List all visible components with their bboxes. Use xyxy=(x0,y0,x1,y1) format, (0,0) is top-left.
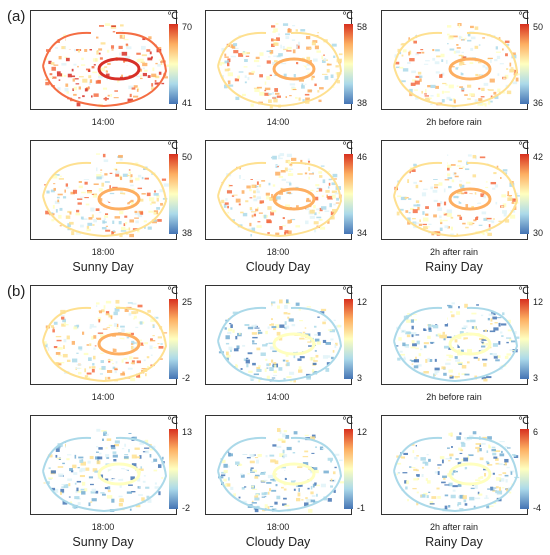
colorbar xyxy=(169,154,178,234)
time-label: 18:00 xyxy=(91,247,115,257)
colorbar-max: 46 xyxy=(357,152,368,162)
thermal-map-graphic xyxy=(42,149,169,238)
colorbar xyxy=(520,154,529,234)
time-label: 2h after rain xyxy=(429,247,479,257)
colorbar-max: 13 xyxy=(182,427,193,437)
time-label: 14:00 xyxy=(266,392,290,402)
time-label: 14:00 xyxy=(266,117,290,127)
colorbar-unit: ℃ xyxy=(518,286,530,297)
colorbar-max: 50 xyxy=(533,22,544,32)
thermal-map xyxy=(30,415,177,515)
day-label: Sunny Day xyxy=(72,535,134,549)
colorbar-max: 42 xyxy=(533,152,544,162)
colorbar-min: 3 xyxy=(357,373,363,383)
section-label: (a) xyxy=(7,8,26,25)
colorbar-min: -4 xyxy=(533,503,542,513)
colorbar-min: 34 xyxy=(357,228,368,238)
time-label: 2h before rain xyxy=(426,392,482,402)
colorbar-min: -2 xyxy=(182,373,191,383)
thermal-map xyxy=(381,285,528,385)
colorbar xyxy=(344,154,353,234)
colorbar-unit: ℃ xyxy=(342,286,354,297)
colorbar-unit: ℃ xyxy=(167,416,179,427)
thermal-map-graphic xyxy=(217,19,343,109)
thermal-map xyxy=(381,10,528,110)
colorbar xyxy=(520,429,529,509)
time-label: 18:00 xyxy=(266,522,290,532)
time-label: 18:00 xyxy=(266,247,290,257)
thermal-map-graphic xyxy=(42,294,168,383)
colorbar xyxy=(344,429,353,509)
thermal-map-graphic xyxy=(42,424,168,513)
thermal-map-graphic xyxy=(393,19,521,109)
colorbar-unit: ℃ xyxy=(518,416,530,427)
thermal-map xyxy=(205,140,352,240)
time-label: 2h after rain xyxy=(429,522,479,532)
colorbar-min: 36 xyxy=(533,98,544,108)
thermal-map xyxy=(30,285,177,385)
colorbar-unit: ℃ xyxy=(167,286,179,297)
time-label: 14:00 xyxy=(91,392,115,402)
colorbar-max: 12 xyxy=(357,427,368,437)
thermal-map xyxy=(30,10,177,110)
day-label: Cloudy Day xyxy=(245,260,311,274)
colorbar-max: 70 xyxy=(182,22,193,32)
thermal-map-graphic xyxy=(393,294,520,383)
thermal-map xyxy=(381,140,528,240)
colorbar-unit: ℃ xyxy=(518,141,530,152)
colorbar-min: 41 xyxy=(182,98,193,108)
colorbar xyxy=(520,299,529,379)
colorbar xyxy=(520,24,529,104)
section-label: (b) xyxy=(7,283,26,300)
thermal-map-graphic xyxy=(217,294,343,383)
time-label: 14:00 xyxy=(91,117,115,127)
thermal-map-graphic xyxy=(217,424,345,513)
colorbar xyxy=(169,299,178,379)
thermal-map-graphic xyxy=(393,149,520,238)
time-label: 18:00 xyxy=(91,522,115,532)
day-label: Cloudy Day xyxy=(245,535,311,549)
day-label: Sunny Day xyxy=(72,260,134,274)
thermal-map-graphic xyxy=(42,19,170,108)
colorbar-unit: ℃ xyxy=(342,11,354,22)
time-label: 2h before rain xyxy=(426,117,482,127)
thermal-map-graphic xyxy=(217,149,343,238)
colorbar-unit: ℃ xyxy=(167,11,179,22)
thermal-map xyxy=(381,415,528,515)
colorbar-max: 25 xyxy=(182,297,193,307)
colorbar-max: 12 xyxy=(357,297,368,307)
colorbar-unit: ℃ xyxy=(342,416,354,427)
colorbar-max: 50 xyxy=(182,152,193,162)
thermal-map xyxy=(30,140,177,240)
thermal-map-graphic xyxy=(393,424,520,513)
colorbar-max: 58 xyxy=(357,22,368,32)
colorbar xyxy=(344,24,353,104)
colorbar-min: 38 xyxy=(357,98,368,108)
colorbar xyxy=(169,429,178,509)
colorbar-min: -1 xyxy=(357,503,366,513)
thermal-map xyxy=(205,285,352,385)
colorbar-min: 3 xyxy=(533,373,539,383)
colorbar-unit: ℃ xyxy=(167,141,179,152)
colorbar-min: -2 xyxy=(182,503,191,513)
thermal-map xyxy=(205,415,352,515)
day-label: Rainy Day xyxy=(425,535,483,549)
thermal-map xyxy=(205,10,352,110)
colorbar-unit: ℃ xyxy=(518,11,530,22)
colorbar xyxy=(344,299,353,379)
colorbar-max: 6 xyxy=(533,427,539,437)
colorbar-max: 12 xyxy=(533,297,544,307)
colorbar-unit: ℃ xyxy=(342,141,354,152)
colorbar-min: 30 xyxy=(533,228,544,238)
colorbar-min: 38 xyxy=(182,228,193,238)
colorbar xyxy=(169,24,178,104)
day-label: Rainy Day xyxy=(425,260,483,274)
